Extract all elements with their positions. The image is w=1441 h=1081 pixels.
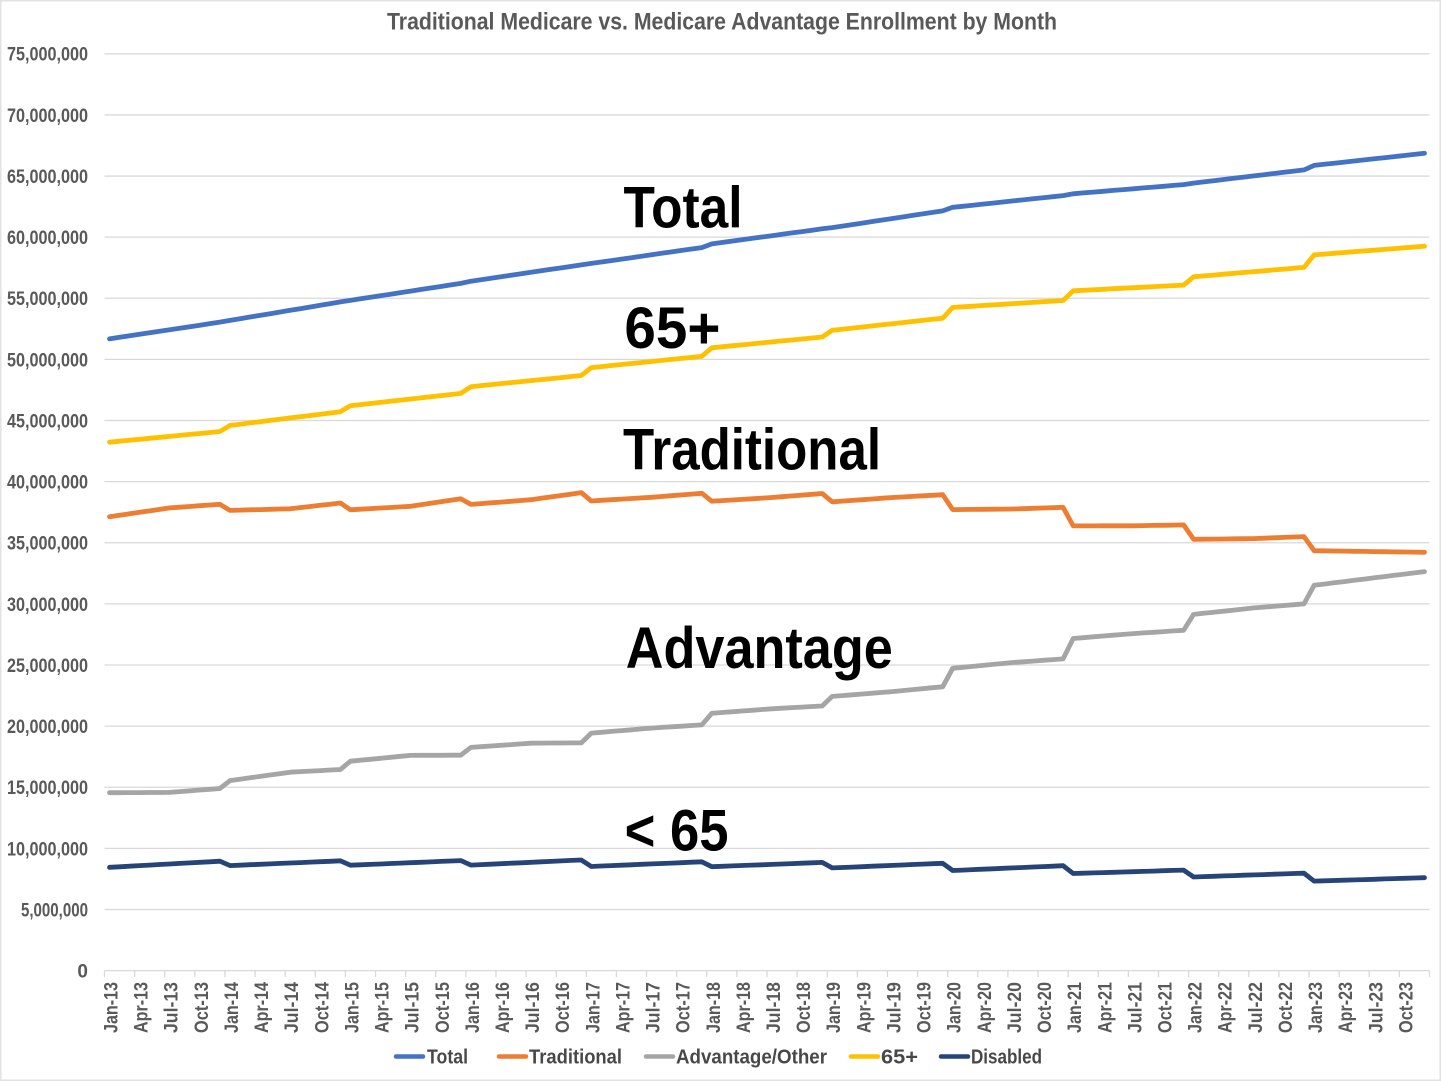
svg-text:65+: 65+ (624, 296, 720, 361)
svg-text:50,000,000: 50,000,000 (7, 350, 88, 371)
svg-text:Traditional: Traditional (529, 1047, 622, 1069)
svg-text:Jul-22: Jul-22 (1246, 982, 1267, 1033)
svg-text:Apr-17: Apr-17 (614, 982, 635, 1033)
svg-text:Jan-19: Jan-19 (824, 982, 845, 1033)
svg-text:Apr-16: Apr-16 (493, 982, 514, 1033)
svg-text:Total: Total (624, 176, 743, 241)
svg-text:40,000,000: 40,000,000 (7, 473, 88, 494)
svg-text:25,000,000: 25,000,000 (7, 656, 88, 677)
svg-text:Oct-14: Oct-14 (312, 982, 333, 1033)
svg-text:Apr-22: Apr-22 (1216, 982, 1237, 1033)
svg-text:Jan-21: Jan-21 (1065, 982, 1086, 1033)
svg-text:Jul-20: Jul-20 (1005, 982, 1026, 1033)
svg-text:Oct-17: Oct-17 (674, 982, 695, 1033)
svg-text:Jul-15: Jul-15 (403, 982, 424, 1033)
svg-text:Jan-14: Jan-14 (222, 982, 243, 1033)
svg-text:< 65: < 65 (625, 798, 729, 863)
svg-text:Total: Total (427, 1047, 468, 1069)
svg-text:Jan-18: Jan-18 (704, 982, 725, 1033)
svg-text:Oct-22: Oct-22 (1276, 982, 1297, 1033)
svg-text:Jul-13: Jul-13 (162, 982, 183, 1033)
svg-text:Oct-23: Oct-23 (1396, 982, 1417, 1033)
svg-text:Apr-13: Apr-13 (132, 982, 153, 1033)
svg-text:Oct-19: Oct-19 (915, 982, 936, 1033)
svg-text:75,000,000: 75,000,000 (7, 45, 88, 66)
svg-text:Jan-16: Jan-16 (463, 982, 484, 1033)
svg-text:65,000,000: 65,000,000 (7, 167, 88, 188)
svg-text:5,000,000: 5,000,000 (21, 900, 88, 921)
svg-text:Disabled: Disabled (971, 1047, 1042, 1069)
svg-text:Jul-18: Jul-18 (764, 982, 785, 1033)
svg-text:Jul-19: Jul-19 (885, 982, 906, 1033)
svg-text:55,000,000: 55,000,000 (7, 289, 88, 310)
svg-text:Jul-17: Jul-17 (644, 982, 665, 1033)
svg-text:60,000,000: 60,000,000 (7, 228, 88, 249)
svg-text:Jan-15: Jan-15 (342, 982, 363, 1033)
svg-text:Jul-14: Jul-14 (282, 982, 303, 1033)
svg-text:Traditional: Traditional (623, 417, 881, 482)
svg-text:Advantage/Other: Advantage/Other (676, 1047, 827, 1069)
svg-text:Apr-23: Apr-23 (1336, 982, 1357, 1033)
svg-text:Apr-19: Apr-19 (854, 982, 875, 1033)
svg-text:35,000,000: 35,000,000 (7, 534, 88, 555)
svg-text:Oct-13: Oct-13 (192, 982, 213, 1033)
svg-text:Jul-23: Jul-23 (1366, 982, 1387, 1033)
svg-text:45,000,000: 45,000,000 (7, 411, 88, 432)
svg-text:Oct-15: Oct-15 (433, 982, 454, 1033)
svg-text:70,000,000: 70,000,000 (7, 106, 88, 127)
svg-text:Apr-14: Apr-14 (252, 982, 273, 1033)
svg-text:Apr-20: Apr-20 (975, 982, 996, 1033)
svg-text:Jul-21: Jul-21 (1125, 982, 1146, 1033)
svg-text:Jan-13: Jan-13 (102, 982, 123, 1033)
svg-text:15,000,000: 15,000,000 (7, 778, 88, 799)
svg-text:Apr-15: Apr-15 (373, 982, 394, 1033)
svg-text:Oct-21: Oct-21 (1156, 982, 1177, 1033)
svg-text:Advantage: Advantage (626, 616, 893, 681)
svg-text:20,000,000: 20,000,000 (7, 717, 88, 738)
svg-text:Jan-20: Jan-20 (945, 982, 966, 1033)
svg-text:10,000,000: 10,000,000 (7, 839, 88, 860)
svg-text:30,000,000: 30,000,000 (7, 595, 88, 616)
svg-text:Oct-16: Oct-16 (553, 982, 574, 1033)
svg-text:Jan-17: Jan-17 (583, 982, 604, 1033)
svg-text:65+: 65+ (881, 1047, 918, 1069)
svg-text:Jan-22: Jan-22 (1186, 982, 1207, 1033)
svg-text:Jul-16: Jul-16 (523, 982, 544, 1033)
svg-text:0: 0 (77, 962, 88, 983)
svg-text:Apr-18: Apr-18 (734, 982, 755, 1033)
svg-text:Oct-20: Oct-20 (1035, 982, 1056, 1033)
svg-text:Jan-23: Jan-23 (1306, 982, 1327, 1033)
svg-text:Oct-18: Oct-18 (794, 982, 815, 1033)
svg-text:Apr-21: Apr-21 (1095, 982, 1116, 1033)
svg-text:Traditional Medicare vs. Medic: Traditional Medicare vs. Medicare Advant… (387, 9, 1057, 36)
